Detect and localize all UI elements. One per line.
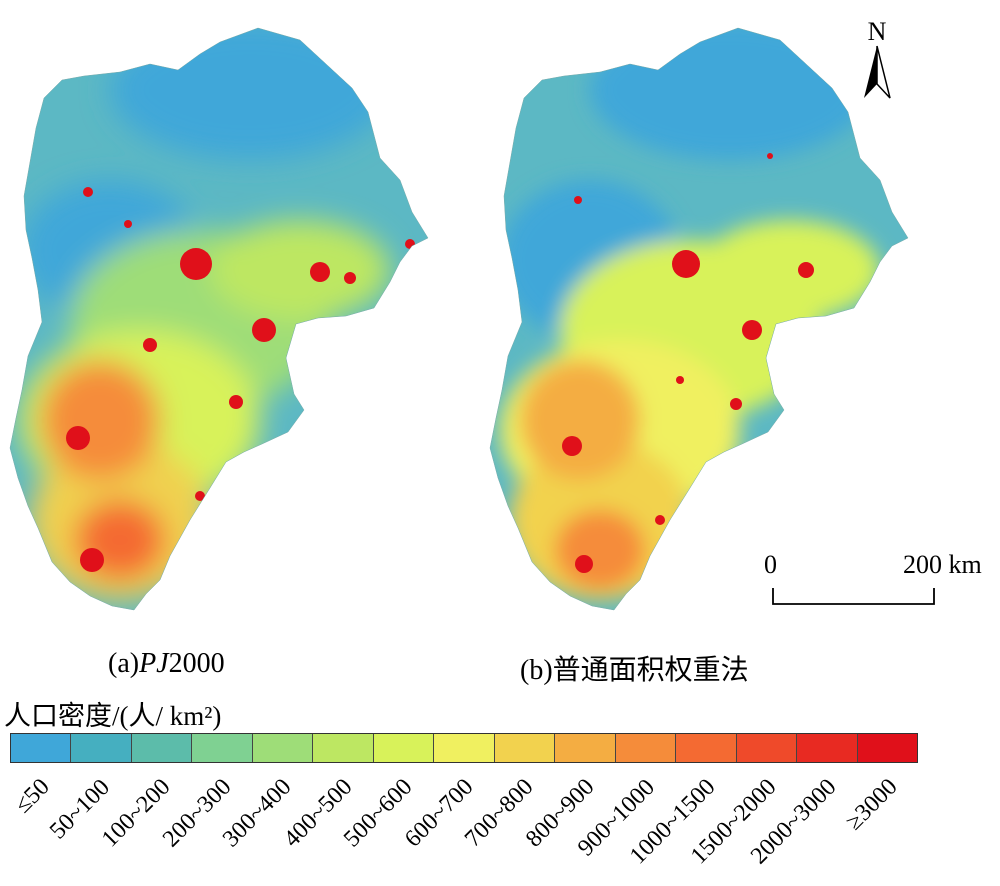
legend-swatch <box>797 734 858 762</box>
panel-b-label: (b)普通面积权重法 <box>520 655 749 686</box>
scale-bar <box>772 588 935 605</box>
legend-swatch <box>252 734 314 762</box>
legend-color-bar <box>10 733 918 763</box>
legend-title: 人口密度/(人/ km²) <box>4 701 222 731</box>
legend-tick-label: ≤50 <box>10 773 55 819</box>
north-arrow-label: N <box>868 17 887 46</box>
legend-swatch <box>555 734 616 762</box>
legend-swatch <box>736 734 798 762</box>
map-a <box>10 28 428 610</box>
legend-swatch <box>494 734 556 762</box>
legend-swatch <box>192 734 253 762</box>
map-canvas: N <box>9 17 935 611</box>
legend-swatch <box>373 734 435 762</box>
north-arrow-icon: N <box>864 17 891 99</box>
legend-swatch <box>434 734 495 762</box>
legend-swatch <box>11 734 72 762</box>
legend-swatch <box>71 734 132 762</box>
legend-swatch <box>131 734 193 762</box>
legend-swatch <box>857 734 918 762</box>
legend-swatch <box>313 734 374 762</box>
scale-start-label: 0 <box>764 550 777 579</box>
map-b <box>490 28 908 610</box>
legend-swatch <box>615 734 677 762</box>
panel-a-label: (a)PJ2000 <box>108 648 225 679</box>
legend-tick-label: ≥3000 <box>840 773 903 836</box>
legend-swatch <box>676 734 737 762</box>
scale-end-label: 200 km <box>903 550 982 579</box>
